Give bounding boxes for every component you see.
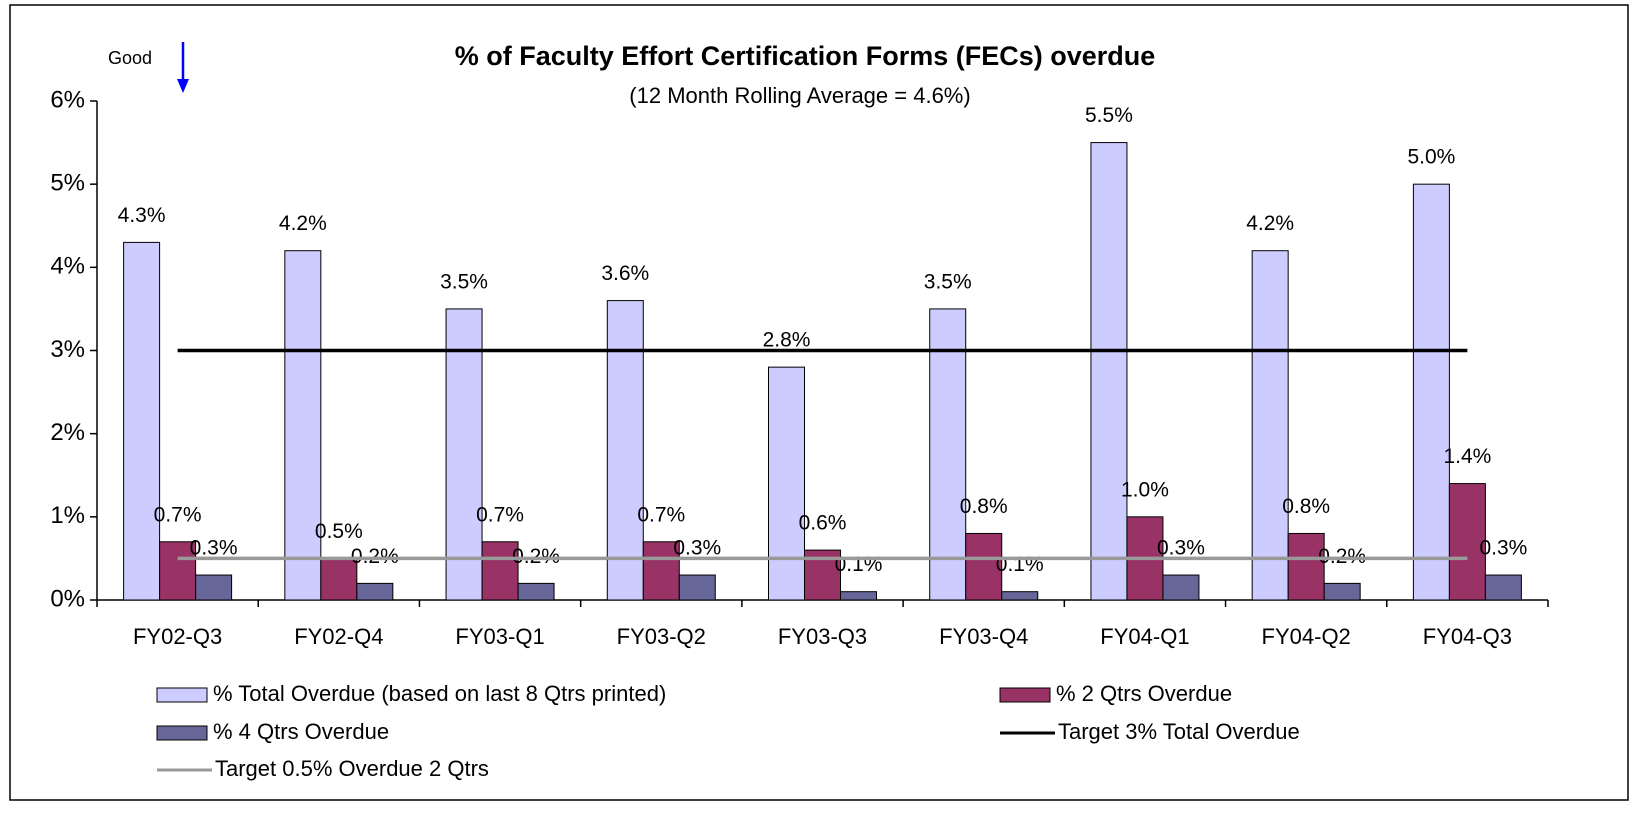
legend-label: % Total Overdue (based on last 8 Qtrs pr… (213, 681, 666, 706)
bar (1484, 574, 1522, 601)
data-label: 0.3% (190, 537, 238, 560)
x-tick-label: FY03-Q3 (778, 624, 867, 649)
data-label: 0.8% (1282, 495, 1330, 518)
y-tick-label: 6% (50, 86, 85, 113)
data-label: 0.6% (799, 512, 847, 535)
bar (284, 250, 322, 601)
data-label: 0.2% (351, 545, 399, 568)
data-label: 0.5% (315, 520, 363, 543)
x-tick-label: FY02-Q3 (133, 624, 222, 649)
bar (678, 574, 716, 601)
data-label: 2.8% (763, 329, 811, 352)
x-tick-label: FY04-Q3 (1423, 624, 1512, 649)
bar (768, 366, 805, 601)
y-tick-label: 4% (50, 253, 85, 280)
data-label: 0.7% (476, 503, 524, 526)
data-label: 3.5% (440, 270, 488, 293)
legend-label: Target 0.5% Overdue 2 Qtrs (215, 756, 489, 781)
data-label: 0.3% (1157, 537, 1205, 560)
data-label: 0.2% (512, 545, 560, 568)
legend-label: % 2 Qtrs Overdue (1056, 681, 1232, 706)
x-tick-label: FY03-Q1 (455, 624, 544, 649)
data-label: 0.7% (637, 503, 685, 526)
bar (1412, 183, 1450, 601)
data-label: 0.2% (1318, 545, 1366, 568)
y-tick-label: 2% (50, 419, 85, 446)
y-tick-label: 3% (50, 336, 85, 363)
bar (1448, 483, 1486, 601)
legend-label: % 4 Qtrs Overdue (213, 719, 389, 744)
data-label: 1.4% (1443, 445, 1491, 468)
bar (445, 308, 483, 601)
bar (123, 241, 161, 601)
legend-swatch (999, 687, 1051, 703)
x-tick-label: FY04-Q2 (1262, 624, 1351, 649)
y-tick-label: 5% (50, 170, 85, 197)
legend-label: Target 3% Total Overdue (1058, 719, 1300, 744)
chart-subtitle: (12 Month Rolling Average = 4.6%) (629, 83, 970, 108)
data-label: 0.3% (673, 537, 721, 560)
bar (929, 308, 967, 601)
data-label: 0.7% (154, 503, 202, 526)
bar (481, 541, 519, 601)
y-tick-label: 1% (50, 502, 85, 529)
bar (159, 541, 197, 601)
data-label: 4.3% (118, 204, 166, 227)
data-label: 0.8% (960, 495, 1008, 518)
bar (1287, 532, 1325, 601)
data-label: 0.3% (1479, 537, 1527, 560)
data-label: 3.6% (601, 262, 649, 285)
annotation: Good (108, 48, 152, 68)
bar (965, 532, 1003, 601)
bar (840, 591, 877, 601)
y-tick-label: 0% (50, 585, 85, 612)
legend-swatch (156, 687, 208, 703)
bar (1323, 582, 1361, 601)
data-label: 4.2% (1246, 212, 1294, 235)
x-tick-label: FY03-Q2 (617, 624, 706, 649)
bar (1090, 142, 1128, 601)
legend-swatch (156, 725, 208, 741)
data-label: 4.2% (279, 212, 327, 235)
data-label: 1.0% (1121, 478, 1169, 501)
bar (356, 582, 394, 601)
chart-frame (9, 4, 1629, 801)
bar (517, 582, 555, 601)
data-label: 5.5% (1085, 104, 1133, 127)
x-tick-label: FY02-Q4 (294, 624, 383, 649)
bar (1162, 574, 1200, 601)
chart-title: % of Faculty Effort Certification Forms … (455, 41, 1156, 71)
data-label: 3.5% (924, 270, 972, 293)
x-tick-label: FY03-Q4 (939, 624, 1028, 649)
bar (1251, 250, 1289, 601)
bar (606, 300, 644, 601)
bar (195, 574, 233, 601)
good-arrow-head (177, 79, 189, 93)
data-label: 5.0% (1407, 146, 1455, 169)
x-tick-label: FY04-Q1 (1100, 624, 1189, 649)
bar (642, 541, 680, 601)
bar (1001, 591, 1039, 601)
